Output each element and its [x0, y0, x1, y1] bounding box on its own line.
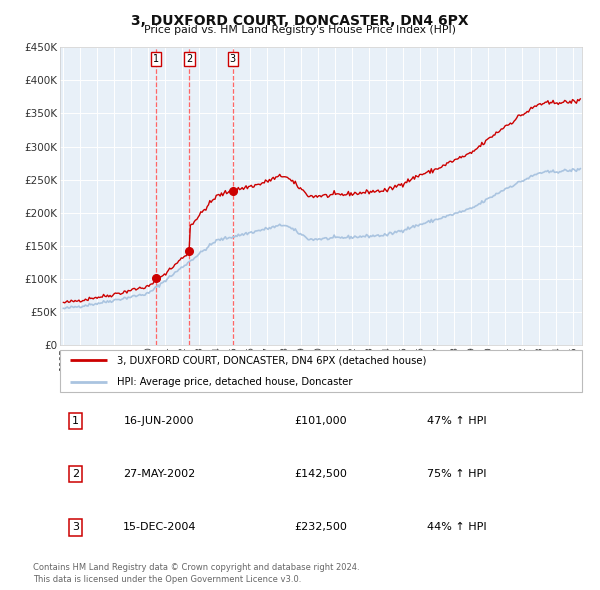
Text: 16-JUN-2000: 16-JUN-2000: [124, 417, 194, 426]
Text: Price paid vs. HM Land Registry's House Price Index (HPI): Price paid vs. HM Land Registry's House …: [144, 25, 456, 35]
Text: £232,500: £232,500: [295, 523, 347, 532]
Text: £101,000: £101,000: [295, 417, 347, 426]
Text: 2: 2: [72, 470, 79, 479]
Text: 3: 3: [230, 54, 236, 64]
Text: 27-MAY-2002: 27-MAY-2002: [123, 470, 196, 479]
Text: This data is licensed under the Open Government Licence v3.0.: This data is licensed under the Open Gov…: [33, 575, 301, 584]
Text: 1: 1: [153, 54, 160, 64]
Text: Contains HM Land Registry data © Crown copyright and database right 2024.: Contains HM Land Registry data © Crown c…: [33, 563, 359, 572]
Text: 15-DEC-2004: 15-DEC-2004: [122, 523, 196, 532]
Text: HPI: Average price, detached house, Doncaster: HPI: Average price, detached house, Donc…: [118, 377, 353, 386]
Text: 3: 3: [72, 523, 79, 532]
Text: 1: 1: [72, 417, 79, 426]
Text: 3, DUXFORD COURT, DONCASTER, DN4 6PX (detached house): 3, DUXFORD COURT, DONCASTER, DN4 6PX (de…: [118, 356, 427, 365]
Text: 2: 2: [186, 54, 193, 64]
Text: 75% ↑ HPI: 75% ↑ HPI: [427, 470, 487, 479]
Text: £142,500: £142,500: [295, 470, 347, 479]
Text: 3, DUXFORD COURT, DONCASTER, DN4 6PX: 3, DUXFORD COURT, DONCASTER, DN4 6PX: [131, 14, 469, 28]
Text: 47% ↑ HPI: 47% ↑ HPI: [427, 417, 487, 426]
Text: 44% ↑ HPI: 44% ↑ HPI: [427, 523, 487, 532]
